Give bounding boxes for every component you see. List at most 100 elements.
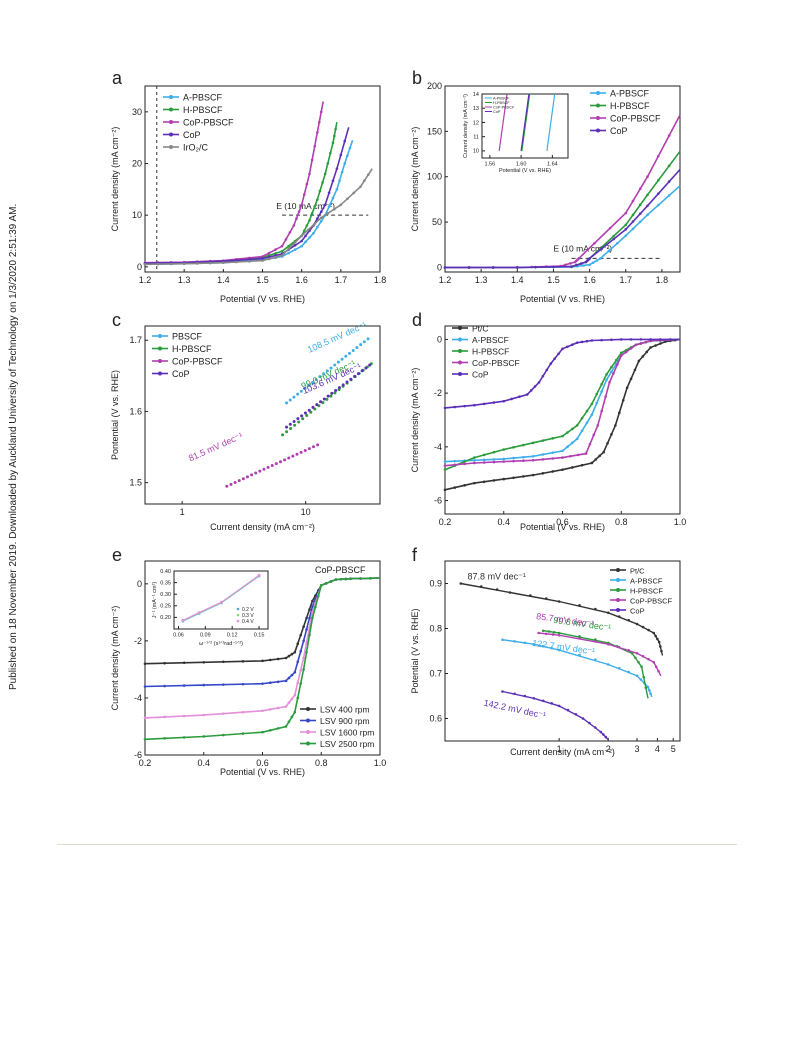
data-point — [316, 225, 319, 229]
data-point — [502, 399, 506, 403]
data-point — [541, 471, 545, 475]
data-point — [288, 422, 292, 426]
data-point — [222, 660, 225, 664]
data-point — [624, 234, 628, 238]
y-tick-label: -2 — [134, 636, 142, 646]
data-point — [627, 618, 630, 622]
data-point — [549, 362, 553, 365]
data-point — [617, 615, 621, 618]
data-point — [624, 350, 628, 354]
y-tick-label: 11 — [473, 135, 479, 141]
legend-marker — [596, 103, 600, 108]
data-point — [629, 338, 633, 341]
data-point — [482, 453, 486, 457]
y-tick-label: 0.40 — [160, 569, 171, 575]
data-point — [582, 264, 585, 267]
data-point — [634, 656, 637, 660]
data-point — [293, 423, 297, 427]
plot-frame — [481, 93, 569, 159]
data-point — [624, 228, 628, 231]
data-point — [600, 390, 603, 393]
data-point — [619, 354, 623, 357]
data-point — [346, 197, 349, 201]
x-tick-label: 1.8 — [656, 275, 669, 285]
data-point — [308, 616, 311, 620]
y-tick-label: 0 — [137, 579, 142, 589]
data-point — [267, 257, 271, 261]
x-axis-label: Potential (V vs. RHE) — [220, 294, 305, 304]
panel-a: a 1.2 1.3 1.4 1.5 1.6 1.7 1.8 0 10 20 30 Potential (… — [100, 66, 400, 311]
y-axis-label: Pontential (V vs. RHE) — [110, 370, 120, 460]
series-line — [444, 338, 680, 409]
data-point — [317, 120, 321, 124]
data-point — [202, 735, 206, 738]
data-point — [605, 373, 608, 376]
data-point — [654, 344, 657, 347]
slope-label: 81.5 mV dec⁻¹ — [187, 431, 244, 464]
data-point — [349, 377, 353, 381]
inset-legend-marker — [236, 607, 240, 611]
data-point — [463, 484, 466, 487]
data-point — [652, 660, 656, 664]
legend-label: LSV 1600 rpm — [320, 728, 374, 738]
data-point — [599, 257, 602, 260]
legend-label: A-PBSCF — [472, 335, 509, 345]
data-point — [293, 241, 297, 244]
data-point — [267, 255, 271, 259]
data-point — [575, 263, 578, 267]
data-point — [344, 354, 348, 358]
data-point — [318, 189, 322, 193]
data-point — [590, 339, 594, 342]
data-point — [287, 251, 290, 255]
data-point — [453, 486, 457, 489]
data-point — [295, 217, 298, 220]
data-point — [317, 594, 320, 598]
data-point — [600, 247, 603, 251]
x-tick-label: 2 — [606, 744, 611, 754]
data-point — [296, 392, 300, 396]
data-point — [182, 736, 186, 739]
inset-data-point — [197, 611, 201, 614]
data-point — [522, 443, 525, 447]
data-point — [313, 144, 317, 148]
legend-label: H-PBSCF — [472, 347, 509, 357]
data-point — [667, 134, 671, 137]
data-point — [600, 382, 603, 386]
legend-marker — [306, 707, 310, 711]
panel-d: d 0.2 0.4 0.6 0.8 1.0 0 -2 -4 -6 Potential (V vs. … — [400, 308, 700, 538]
y-tick-label: 1.6 — [129, 406, 142, 416]
data-point — [570, 343, 574, 347]
data-point — [492, 401, 496, 404]
data-point — [143, 662, 147, 666]
data-point — [647, 657, 650, 661]
legend-label: A-PBSCF — [610, 89, 650, 99]
data-point — [287, 701, 291, 704]
data-point — [278, 460, 282, 464]
data-point — [316, 131, 319, 134]
data-point — [281, 433, 285, 437]
data-point — [654, 634, 657, 638]
data-point — [208, 261, 212, 265]
y-tick-label: -6 — [134, 750, 142, 760]
data-point — [202, 713, 206, 717]
data-point — [333, 134, 336, 138]
slope-label: 108.5 mV dec⁻¹ — [306, 320, 368, 355]
data-point — [274, 462, 278, 466]
data-point — [290, 673, 294, 677]
panel-f: f 1 2 3 4 5 0.6 0.7 0.8 0.9 Current density (mA cm… — [400, 543, 700, 783]
inset-legend-marker — [236, 613, 240, 617]
data-point — [305, 224, 309, 227]
data-point — [331, 141, 335, 145]
data-point — [646, 213, 649, 217]
data-point — [235, 260, 238, 264]
data-point — [299, 389, 303, 393]
data-point — [318, 375, 322, 379]
data-point — [285, 401, 289, 405]
data-point — [163, 661, 166, 665]
data-point — [274, 252, 277, 255]
legend-label: CoP — [172, 369, 190, 379]
data-point — [635, 622, 639, 626]
x-tick-label: 0.4 — [197, 758, 210, 768]
data-point — [581, 717, 585, 720]
data-point — [280, 244, 284, 248]
